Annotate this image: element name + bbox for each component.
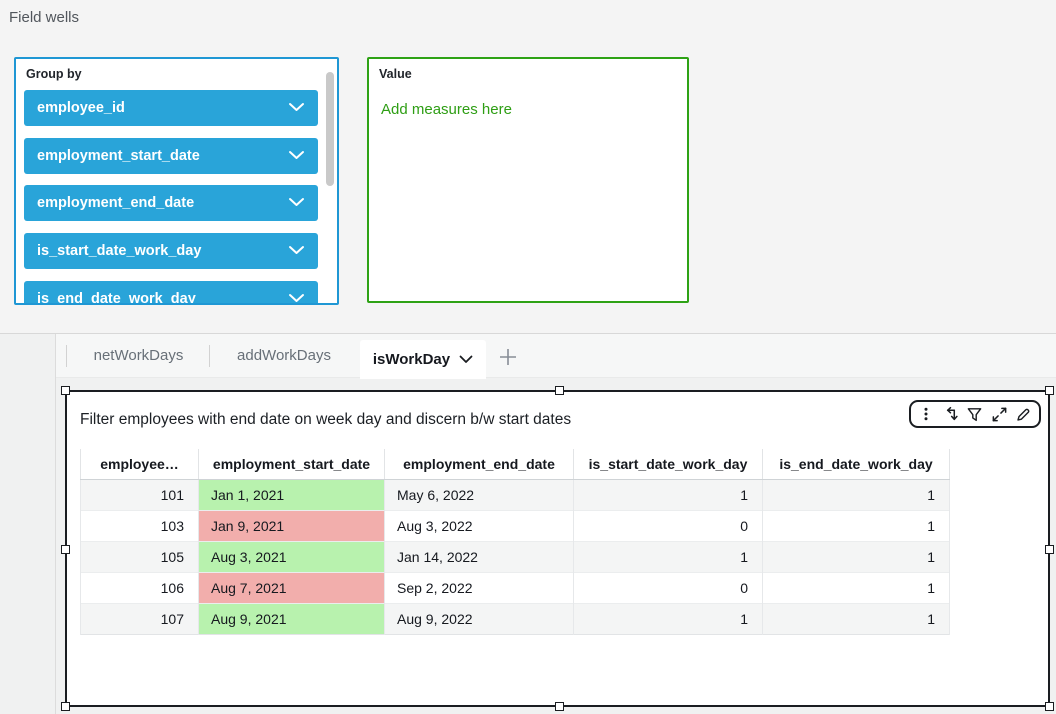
chevron-down-icon[interactable] [288, 195, 305, 211]
cell-employee-id[interactable]: 105 [80, 540, 199, 572]
chevron-down-icon[interactable] [288, 291, 305, 303]
sheet-area: netWorkDays addWorkDays isWorkDay [0, 334, 1056, 714]
table-row: 106 Aug 7, 2021 Sep 2, 2022 0 1 [80, 571, 950, 603]
kebab-menu-icon[interactable] [915, 403, 937, 425]
active-tab-label: isWorkDay [372, 351, 451, 368]
selection-handle[interactable] [555, 702, 564, 711]
cell-employee-id[interactable]: 106 [80, 571, 199, 603]
cell-start-date[interactable]: Aug 3, 2021 [198, 540, 385, 572]
selection-handle[interactable] [1045, 386, 1054, 395]
cell-is-end-work-day[interactable]: 1 [762, 540, 950, 572]
chevron-down-icon[interactable] [459, 351, 473, 368]
add-measures-placeholder: Add measures here [381, 101, 512, 118]
selection-handle[interactable] [61, 545, 70, 554]
selection-handle[interactable] [61, 386, 70, 395]
filter-funnel-icon[interactable] [964, 403, 986, 425]
group-by-scrollbar-thumb[interactable] [326, 72, 334, 186]
field-pill-label: is_start_date_work_day [37, 243, 202, 259]
table-row: 105 Aug 3, 2021 Jan 14, 2022 1 1 [80, 540, 950, 572]
column-header-is-start-date-work-day[interactable]: is_start_date_work_day [573, 449, 763, 480]
selection-handle[interactable] [61, 702, 70, 711]
field-pill-employee-id[interactable]: employee_id [24, 90, 318, 126]
sort-arrows-icon[interactable] [940, 403, 962, 425]
table-row: 103 Jan 9, 2021 Aug 3, 2022 0 1 [80, 509, 950, 541]
field-pill-label: is_end_date_work_day [37, 291, 196, 305]
pivot-table: employee… employment_start_date employme… [80, 449, 950, 635]
tab-networkdays[interactable]: netWorkDays [93, 347, 184, 364]
table-visual[interactable]: Filter employees with end date on week d… [61, 386, 1054, 711]
cell-employee-id[interactable]: 101 [80, 478, 199, 510]
chevron-down-icon[interactable] [288, 243, 305, 259]
column-header-employment-start-date[interactable]: employment_start_date [198, 449, 385, 480]
cell-start-date[interactable]: Jan 1, 2021 [198, 478, 385, 510]
table-header-row: employee… employment_start_date employme… [80, 449, 950, 480]
cell-employee-id[interactable]: 107 [80, 602, 199, 634]
cell-start-date[interactable]: Aug 9, 2021 [198, 602, 385, 634]
cell-is-end-work-day[interactable]: 1 [762, 602, 950, 634]
visual-toolbar [909, 400, 1041, 428]
field-pill-label: employment_end_date [37, 195, 195, 211]
cell-end-date[interactable]: Sep 2, 2022 [384, 571, 574, 603]
left-rail-divider [55, 334, 56, 714]
field-wells-heading: Field wells [9, 9, 80, 26]
cell-start-date[interactable]: Jan 9, 2021 [198, 509, 385, 541]
field-pill-employment-end-date[interactable]: employment_end_date [24, 185, 318, 221]
tab-divider [66, 345, 67, 367]
table-row: 101 Jan 1, 2021 May 6, 2022 1 1 [80, 478, 950, 510]
cell-is-start-work-day[interactable]: 0 [573, 571, 763, 603]
column-header-is-end-date-work-day[interactable]: is_end_date_work_day [762, 449, 950, 480]
expand-icon[interactable] [988, 403, 1010, 425]
cell-is-start-work-day[interactable]: 1 [573, 602, 763, 634]
column-header-employment-end-date[interactable]: employment_end_date [384, 449, 574, 480]
cell-is-start-work-day[interactable]: 1 [573, 540, 763, 572]
group-by-field-well[interactable]: Group by employee_id employment_start_da… [14, 57, 339, 305]
cell-end-date[interactable]: Aug 3, 2022 [384, 509, 574, 541]
field-pill-employment-start-date[interactable]: employment_start_date [24, 138, 318, 174]
field-pill-is-start-date-work-day[interactable]: is_start_date_work_day [24, 233, 318, 269]
value-label: Value [379, 67, 412, 81]
cell-is-end-work-day[interactable]: 1 [762, 571, 950, 603]
sheet-tab-bar: netWorkDays addWorkDays isWorkDay [56, 334, 1056, 379]
chevron-down-icon[interactable] [288, 148, 305, 164]
chevron-down-icon[interactable] [288, 100, 305, 116]
field-pill-label: employee_id [37, 100, 125, 116]
cell-is-end-work-day[interactable]: 1 [762, 478, 950, 510]
cell-end-date[interactable]: May 6, 2022 [384, 478, 574, 510]
selection-handle[interactable] [1045, 702, 1054, 711]
field-pill-label: employment_start_date [37, 148, 200, 164]
selection-handle[interactable] [555, 386, 564, 395]
visual-title[interactable]: Filter employees with end date on week d… [80, 411, 572, 428]
table-row: 107 Aug 9, 2021 Aug 9, 2022 1 1 [80, 602, 950, 634]
section-divider [0, 333, 1056, 334]
cell-is-start-work-day[interactable]: 1 [573, 478, 763, 510]
tab-divider [209, 345, 210, 367]
tab-isworkday-active[interactable]: isWorkDay [360, 340, 486, 379]
cell-end-date[interactable]: Jan 14, 2022 [384, 540, 574, 572]
cell-is-end-work-day[interactable]: 1 [762, 509, 950, 541]
cell-employee-id[interactable]: 103 [80, 509, 199, 541]
tab-addworkdays[interactable]: addWorkDays [237, 347, 331, 364]
selection-handle[interactable] [1045, 545, 1054, 554]
column-header-employee-id[interactable]: employee… [80, 449, 199, 480]
add-sheet-button[interactable] [494, 343, 522, 371]
cell-end-date[interactable]: Aug 9, 2022 [384, 602, 574, 634]
group-by-label: Group by [26, 67, 82, 81]
edit-pencil-icon[interactable] [1013, 403, 1035, 425]
value-field-well[interactable]: Value Add measures here [367, 57, 689, 303]
cell-is-start-work-day[interactable]: 0 [573, 509, 763, 541]
cell-start-date[interactable]: Aug 7, 2021 [198, 571, 385, 603]
field-pill-is-end-date-work-day[interactable]: is_end_date_work_day [24, 281, 318, 305]
